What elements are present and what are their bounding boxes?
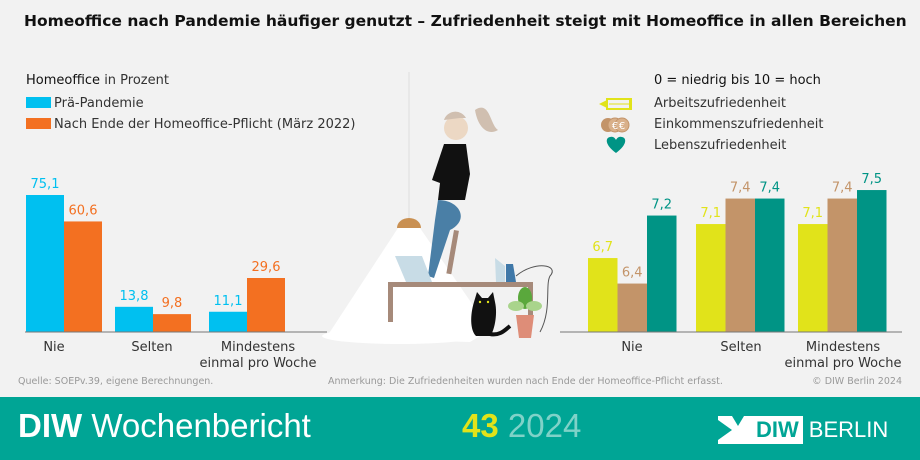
data-label: 60,6 [69, 203, 98, 218]
kettle-icon [495, 258, 505, 282]
light-floor [322, 328, 478, 344]
issue-number: 43 2024 [462, 407, 581, 445]
category-label: Mindestens [221, 340, 295, 355]
legend-icons: €€ [599, 98, 632, 153]
bar [247, 278, 285, 332]
category-label: Selten [131, 340, 172, 355]
bar [647, 215, 677, 332]
data-label: 13,8 [120, 289, 149, 304]
logo-city: BERLIN [808, 417, 889, 442]
category-label: einmal pro Woche [784, 356, 901, 370]
legend-item: Nach Ende der Homeoffice-Pflicht (März 2… [26, 117, 356, 132]
data-label: 11,1 [214, 294, 243, 309]
lamp-icon [397, 218, 421, 228]
data-label: 7,5 [861, 172, 882, 187]
charts: 75,1 13,8 11,1 60,6 9,8 29,6 Nie Selten Mindeste… [25, 172, 902, 370]
diw-logo-icon [718, 416, 752, 444]
heart-icon [606, 136, 626, 153]
brand-rest: Wochenbericht [91, 407, 311, 444]
legend-item: Prä-Pandemie [26, 96, 144, 111]
plant-icon [508, 287, 542, 338]
bar [617, 283, 647, 332]
legend-label: Nach Ende der Homeoffice-Pflicht (März 2… [54, 117, 356, 132]
data-label: 9,8 [162, 296, 183, 311]
data-label: 7,2 [651, 198, 672, 213]
category-label: einmal pro Woche [199, 356, 316, 370]
bar [798, 224, 828, 332]
cat-icon [471, 292, 512, 337]
publication-title: DIW Wochenbericht [18, 407, 311, 445]
svg-text:€: € [612, 121, 618, 132]
left-chart-title: Homeoffice in Prozent [26, 73, 169, 88]
data-label: 75,1 [31, 177, 60, 192]
title-bold: Homeoffice [26, 73, 101, 88]
logo-text: DIW [752, 416, 803, 444]
homeoffice-illustration [322, 72, 553, 344]
data-label: 7,1 [700, 206, 721, 221]
bar [153, 314, 191, 332]
title-rest: in Prozent [100, 73, 169, 88]
bar [64, 221, 102, 332]
legend-label: Lebenszufriedenheit [654, 138, 787, 153]
data-label: 6,4 [622, 266, 643, 281]
data-label: 7,4 [730, 181, 751, 196]
laptop-icon [395, 256, 432, 282]
legend-label: Einkommenszufriedenheit [654, 117, 824, 132]
bar [857, 190, 887, 332]
year: 2024 [507, 407, 582, 444]
person-icon [428, 107, 498, 278]
footer-banner: DIW Wochenbericht 43 2024 DIW BERLIN [0, 397, 920, 460]
bar [755, 198, 785, 332]
bar [115, 306, 153, 332]
brand-bold: DIW [18, 407, 83, 444]
category-label: Nie [621, 340, 642, 355]
category-label: Selten [720, 340, 761, 355]
data-label: 7,4 [832, 181, 853, 196]
bar [725, 198, 755, 332]
category-label: Nie [43, 340, 64, 355]
legend-swatch [26, 97, 51, 108]
legend-label: Arbeitszufriedenheit [654, 96, 786, 111]
page-title: Homeoffice nach Pandemie häufiger genutz… [24, 12, 907, 30]
pencil-icon [599, 98, 632, 110]
bar [209, 311, 247, 332]
diw-logo: DIW BERLIN [718, 415, 888, 445]
issue: 43 [462, 407, 499, 444]
data-label: 6,7 [592, 240, 613, 255]
right-chart-title: 0 = niedrig bis 10 = hoch [654, 73, 821, 88]
copyright: © DIW Berlin 2024 [812, 376, 902, 387]
bar [26, 195, 64, 332]
data-label: 7,4 [759, 181, 780, 196]
annotation-note: Anmerkung: Die Zufriedenheiten wurden na… [328, 376, 723, 387]
desk-leg [388, 287, 393, 322]
data-label: 29,6 [252, 260, 281, 275]
source-note: Quelle: SOEPv.39, eigene Berechnungen. [18, 376, 214, 387]
coins-icon: €€ [601, 117, 630, 133]
svg-text:€: € [619, 121, 625, 132]
category-label: Mindestens [806, 340, 880, 355]
desk [388, 282, 533, 287]
bar [827, 198, 857, 332]
legend-label: Prä-Pandemie [54, 96, 144, 111]
data-label: 7,1 [802, 206, 823, 221]
cable [515, 265, 553, 333]
bar [588, 258, 618, 332]
bar [696, 224, 726, 332]
kettle-handle [506, 264, 516, 282]
legend-swatch [26, 118, 51, 129]
